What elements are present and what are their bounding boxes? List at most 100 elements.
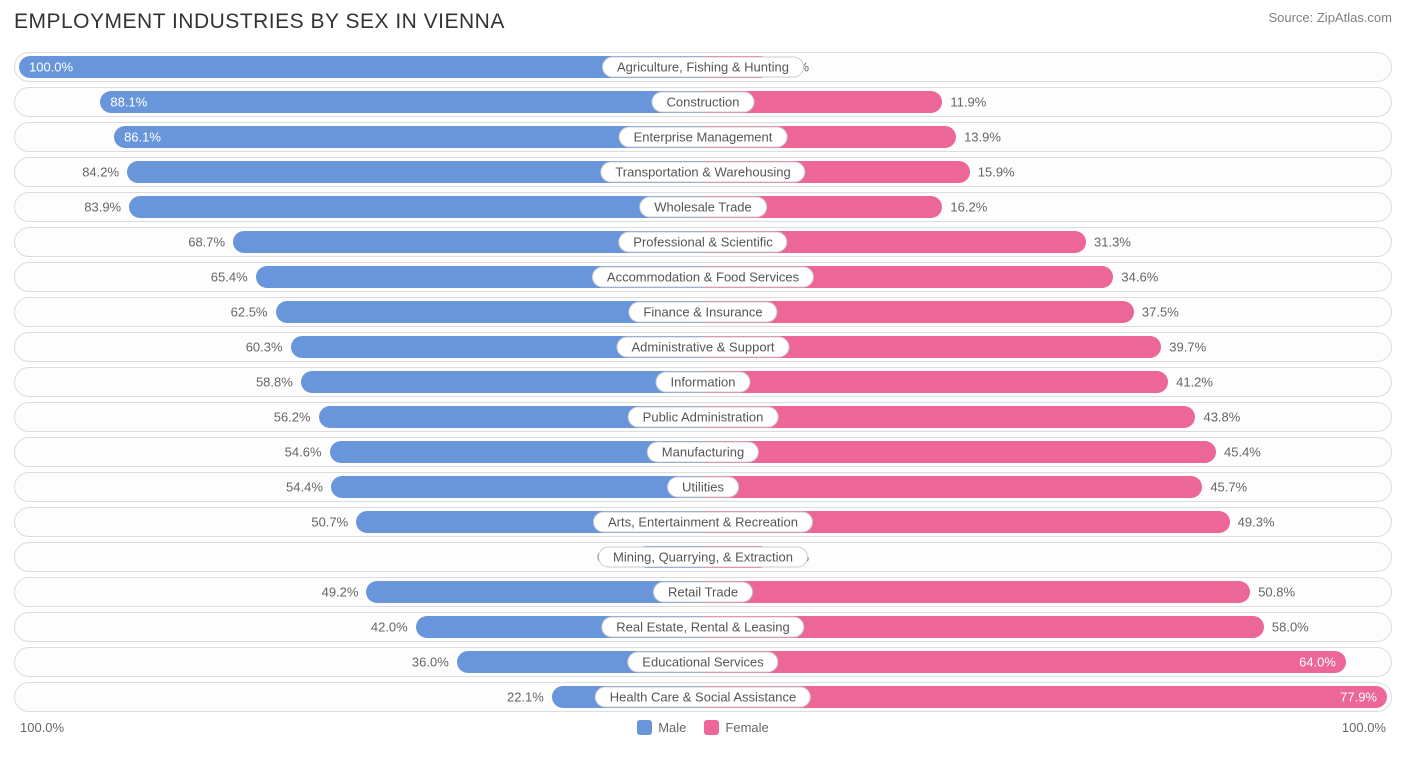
bar-row: 83.9% 16.2% Wholesale Trade [14, 192, 1392, 222]
male-pct-label: 42.0% [371, 620, 408, 635]
category-label: Mining, Quarrying, & Extraction [598, 547, 808, 568]
female-bar [703, 581, 1250, 603]
female-pct-label: 58.0% [1272, 620, 1309, 635]
category-label: Construction [652, 92, 755, 113]
female-pct-label: 64.0% [1299, 655, 1336, 670]
female-bar [703, 476, 1202, 498]
female-bar [703, 371, 1168, 393]
female-pct-label: 13.9% [964, 130, 1001, 145]
male-bar [301, 371, 703, 393]
male-bar [129, 196, 703, 218]
category-label: Professional & Scientific [618, 232, 787, 253]
category-label: Accommodation & Food Services [592, 267, 814, 288]
male-bar [331, 476, 703, 498]
category-label: Enterprise Management [619, 127, 788, 148]
male-pct-label: 100.0% [29, 60, 73, 75]
chart-header: EMPLOYMENT INDUSTRIES BY SEX IN VIENNA S… [14, 10, 1392, 34]
diverging-bar-chart: 100.0%0.0%Agriculture, Fishing & Hunting… [14, 52, 1392, 712]
female-pct-label: 77.9% [1340, 690, 1377, 705]
female-pct-label: 39.7% [1169, 340, 1206, 355]
category-label: Administrative & Support [616, 337, 789, 358]
chart-title: EMPLOYMENT INDUSTRIES BY SEX IN VIENNA [14, 10, 505, 34]
bar-row: 88.1% 11.9% Construction [14, 87, 1392, 117]
bar-row: 62.5% 37.5% Finance & Insurance [14, 297, 1392, 327]
male-pct-label: 86.1% [124, 130, 161, 145]
male-pct-label: 50.7% [311, 515, 348, 530]
female-pct-label: 49.3% [1238, 515, 1275, 530]
category-label: Educational Services [627, 652, 778, 673]
category-label: Real Estate, Rental & Leasing [601, 617, 804, 638]
male-swatch-icon [637, 720, 652, 735]
category-label: Finance & Insurance [628, 302, 777, 323]
source-name: ZipAtlas.com [1317, 10, 1392, 25]
male-pct-label: 88.1% [110, 95, 147, 110]
category-label: Public Administration [628, 407, 779, 428]
female-pct-label: 45.7% [1210, 480, 1247, 495]
male-pct-label: 60.3% [246, 340, 283, 355]
female-pct-label: 15.9% [978, 165, 1015, 180]
male-pct-label: 49.2% [322, 585, 359, 600]
bar-row: 65.4% 34.6% Accommodation & Food Services [14, 262, 1392, 292]
female-swatch-icon [704, 720, 719, 735]
category-label: Agriculture, Fishing & Hunting [602, 57, 804, 78]
female-pct-label: 34.6% [1121, 270, 1158, 285]
category-label: Transportation & Warehousing [600, 162, 805, 183]
bar-row: 56.2% 43.8% Public Administration [14, 402, 1392, 432]
male-pct-label: 65.4% [211, 270, 248, 285]
category-label: Manufacturing [647, 442, 759, 463]
category-label: Retail Trade [653, 582, 753, 603]
bar-row: 54.4% 45.7% Utilities [14, 472, 1392, 502]
axis-left-label: 100.0% [20, 720, 64, 735]
legend-item-female: Female [704, 720, 768, 735]
female-pct-label: 45.4% [1224, 445, 1261, 460]
female-bar [703, 441, 1216, 463]
category-label: Information [655, 372, 750, 393]
male-pct-label: 54.6% [285, 445, 322, 460]
category-label: Arts, Entertainment & Recreation [593, 512, 813, 533]
bar-row: 86.1% 13.9% Enterprise Management [14, 122, 1392, 152]
male-bar [114, 126, 703, 148]
male-pct-label: 22.1% [507, 690, 544, 705]
female-pct-label: 41.2% [1176, 375, 1213, 390]
source-prefix: Source: [1268, 10, 1316, 25]
bar-row: 42.0% 58.0% Real Estate, Rental & Leasing [14, 612, 1392, 642]
bar-row: 36.0% 64.0% Educational Services [14, 647, 1392, 677]
bar-row: 68.7% 31.3% Professional & Scientific [14, 227, 1392, 257]
male-pct-label: 58.8% [256, 375, 293, 390]
male-pct-label: 54.4% [286, 480, 323, 495]
bar-row: 0.0%0.0%Mining, Quarrying, & Extraction [14, 542, 1392, 572]
bar-row: 49.2% 50.8% Retail Trade [14, 577, 1392, 607]
bar-row: 58.8% 41.2% Information [14, 367, 1392, 397]
category-label: Wholesale Trade [639, 197, 767, 218]
female-pct-label: 11.9% [950, 95, 986, 110]
chart-footer: 100.0% Male Female 100.0% [14, 720, 1392, 735]
female-pct-label: 43.8% [1203, 410, 1240, 425]
male-pct-label: 84.2% [82, 165, 119, 180]
bar-row: 60.3% 39.7% Administrative & Support [14, 332, 1392, 362]
source-attribution: Source: ZipAtlas.com [1268, 10, 1392, 25]
male-bar [19, 56, 703, 78]
male-bar [100, 91, 703, 113]
female-pct-label: 16.2% [950, 200, 987, 215]
bar-row: 22.1% 77.9% Health Care & Social Assistanc… [14, 682, 1392, 712]
bar-row: 100.0%0.0%Agriculture, Fishing & Hunting [14, 52, 1392, 82]
male-pct-label: 62.5% [231, 305, 268, 320]
female-pct-label: 31.3% [1094, 235, 1131, 250]
male-pct-label: 68.7% [188, 235, 225, 250]
legend-item-male: Male [637, 720, 686, 735]
bar-row: 54.6% 45.4% Manufacturing [14, 437, 1392, 467]
legend-female-label: Female [725, 720, 768, 735]
bar-row: 84.2% 15.9% Transportation & Warehousing [14, 157, 1392, 187]
male-pct-label: 83.9% [84, 200, 121, 215]
female-pct-label: 37.5% [1142, 305, 1179, 320]
bar-row: 50.7% 49.3% Arts, Entertainment & Recreati… [14, 507, 1392, 537]
female-pct-label: 50.8% [1258, 585, 1295, 600]
legend-male-label: Male [658, 720, 686, 735]
category-label: Health Care & Social Assistance [595, 687, 811, 708]
axis-right-label: 100.0% [1342, 720, 1386, 735]
female-bar [703, 651, 1346, 673]
male-pct-label: 56.2% [274, 410, 311, 425]
male-pct-label: 36.0% [412, 655, 449, 670]
legend: Male Female [637, 720, 769, 735]
category-label: Utilities [667, 477, 739, 498]
